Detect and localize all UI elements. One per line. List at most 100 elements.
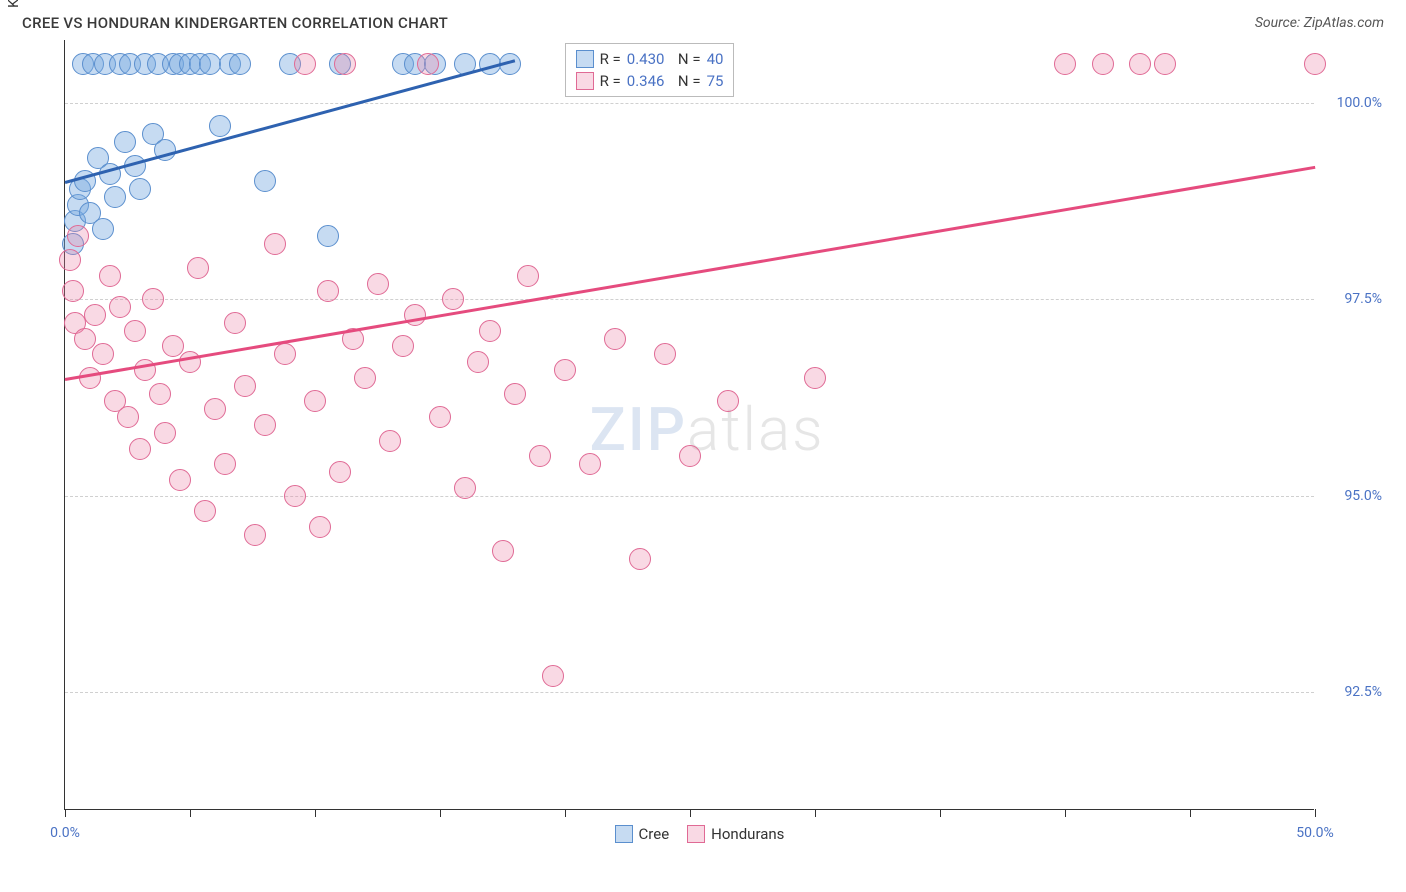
data-point (334, 53, 356, 75)
data-point (367, 273, 389, 295)
data-point (67, 225, 89, 247)
data-point (717, 390, 739, 412)
data-point (504, 383, 526, 405)
data-point (579, 453, 601, 475)
data-point (169, 469, 191, 491)
trend-line (65, 166, 1315, 381)
data-point (59, 249, 81, 271)
legend-swatch (576, 50, 594, 68)
data-point (629, 548, 651, 570)
x-tick (65, 809, 66, 817)
x-tick-label: 50.0% (1296, 825, 1334, 841)
watermark: ZIPatlas (590, 394, 825, 465)
data-point (254, 414, 276, 436)
data-point (294, 53, 316, 75)
data-point (199, 53, 221, 75)
y-axis-label: Kindergarten (6, 0, 22, 8)
data-point (254, 170, 276, 192)
gridline (65, 299, 1314, 300)
data-point (804, 367, 826, 389)
x-tick (1065, 809, 1066, 817)
data-point (492, 540, 514, 562)
data-point (542, 665, 564, 687)
legend-r-label: R = (600, 72, 621, 90)
data-point (104, 186, 126, 208)
x-tick (1190, 809, 1191, 817)
legend-n-label: N = (670, 72, 700, 90)
data-point (129, 438, 151, 460)
x-tick (315, 809, 316, 817)
data-point (1092, 53, 1114, 75)
trend-line (65, 60, 516, 184)
y-tick-label: 95.0% (1344, 488, 1382, 504)
data-point (204, 398, 226, 420)
data-point (1129, 53, 1151, 75)
legend-r-label: R = (600, 50, 621, 68)
data-point (354, 367, 376, 389)
data-point (194, 500, 216, 522)
gridline (65, 103, 1314, 104)
data-point (99, 265, 121, 287)
data-point (304, 390, 326, 412)
data-point (209, 115, 231, 137)
data-point (517, 265, 539, 287)
data-point (84, 304, 106, 326)
source-attribution: Source: ZipAtlas.com (1255, 15, 1384, 31)
series-legend: Cree Hondurans (615, 825, 785, 843)
data-point (317, 225, 339, 247)
legend-swatch (576, 72, 594, 90)
legend-n-label: N = (670, 50, 700, 68)
data-point (442, 288, 464, 310)
data-point (329, 461, 351, 483)
legend-n-value: 40 (707, 50, 724, 68)
data-point (1054, 53, 1076, 75)
x-tick (940, 809, 941, 817)
data-point (92, 343, 114, 365)
data-point (454, 477, 476, 499)
y-tick-label: 100.0% (1337, 95, 1382, 111)
data-point (379, 430, 401, 452)
data-point (529, 445, 551, 467)
data-point (162, 335, 184, 357)
data-point (1154, 53, 1176, 75)
data-point (117, 406, 139, 428)
data-point (264, 233, 286, 255)
gridline (65, 692, 1314, 693)
data-point (654, 343, 676, 365)
x-tick (690, 809, 691, 817)
x-tick (565, 809, 566, 817)
data-point (479, 320, 501, 342)
data-point (187, 257, 209, 279)
data-point (392, 335, 414, 357)
data-point (229, 53, 251, 75)
gridline (65, 496, 1314, 497)
plot-area: 92.5%95.0%97.5%100.0%0.0%50.0%ZIPatlasR … (64, 40, 1314, 810)
data-point (74, 328, 96, 350)
data-point (679, 445, 701, 467)
data-point (142, 288, 164, 310)
legend-n-value: 75 (707, 72, 724, 90)
data-point (604, 328, 626, 350)
legend-r-value: 0.346 (627, 72, 665, 90)
data-point (274, 343, 296, 365)
correlation-legend: R = 0.430 N = 40R = 0.346 N = 75 (565, 43, 735, 97)
legend-r-value: 0.430 (627, 50, 665, 68)
data-point (224, 312, 246, 334)
data-point (234, 375, 256, 397)
legend-row: R = 0.430 N = 40 (576, 48, 724, 70)
legend-row: R = 0.346 N = 75 (576, 70, 724, 92)
legend-series-name: Hondurans (711, 825, 784, 843)
data-point (124, 320, 146, 342)
legend-item: Hondurans (687, 825, 784, 843)
data-point (404, 304, 426, 326)
y-tick-label: 92.5% (1344, 684, 1382, 700)
data-point (309, 516, 331, 538)
legend-series-name: Cree (639, 825, 670, 843)
data-point (554, 359, 576, 381)
data-point (284, 485, 306, 507)
legend-swatch (687, 825, 705, 843)
data-point (149, 383, 171, 405)
data-point (109, 296, 131, 318)
legend-swatch (615, 825, 633, 843)
data-point (467, 351, 489, 373)
